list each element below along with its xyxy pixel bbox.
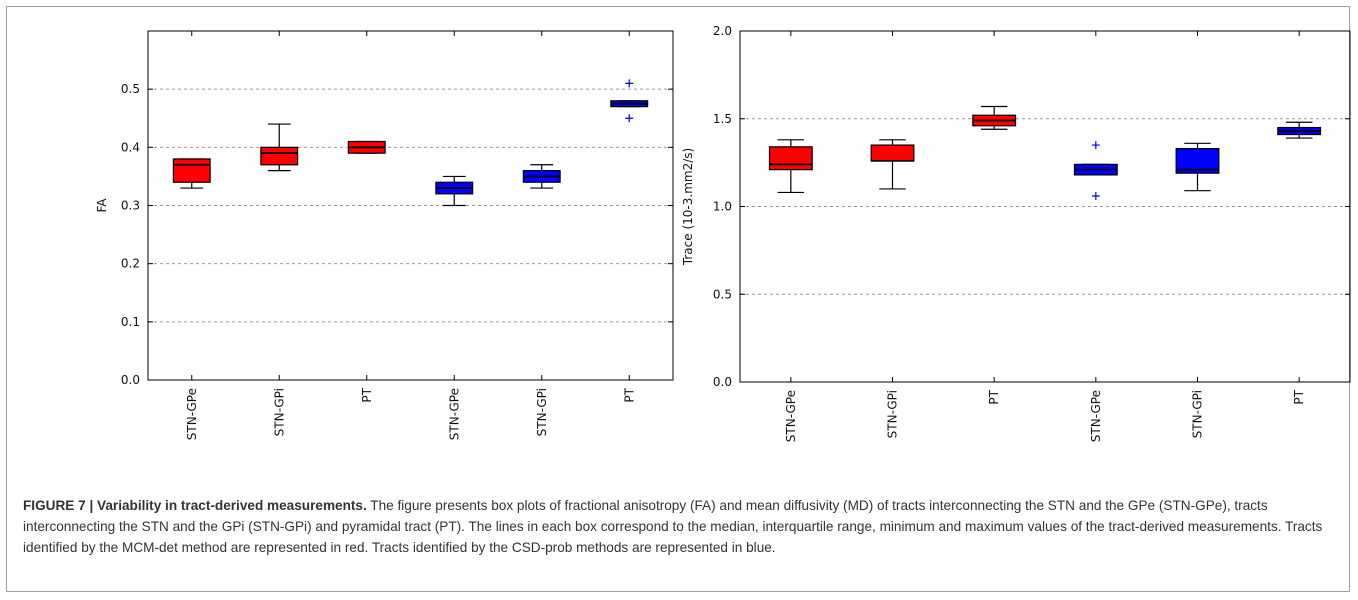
box-iqr (768, 146, 813, 171)
trace-box-4 (1073, 141, 1118, 200)
fa-xtick-label: STN-GPe (447, 388, 461, 440)
fa-xtick-label: STN-GPe (185, 388, 199, 440)
fa-xtick-label: PT (622, 387, 636, 402)
outlier-marker (625, 114, 634, 123)
figure-frame (6, 6, 1350, 592)
fa-ytick-label: 0.1 (121, 315, 140, 329)
fa-box-6 (610, 79, 649, 123)
fa-ylabel: FA (95, 198, 109, 213)
trace-boxplot-chart: 0.0 0.5 1.0 1.5 2.0 STN-GPe STN-GPi PT STN-GPe ST… (681, 24, 1351, 442)
trace-xtick-label: PT (987, 389, 1001, 404)
fa-xtick-label: PT (360, 387, 374, 402)
box-iqr (870, 144, 915, 162)
trace-ytick-label: 0.0 (713, 375, 732, 389)
trace-box-5 (1175, 142, 1220, 192)
outlier-marker (625, 79, 634, 88)
fa-xtick-label: STN-GPi (535, 388, 549, 436)
fa-boxplot-chart: 0.0 0.1 0.2 0.3 0.4 0.5 STN-GPe STN-GPi PT STN-GP… (95, 30, 674, 440)
fa-ytick-label: 0.5 (121, 82, 140, 96)
fa-ytick-label: 0.4 (121, 140, 140, 154)
fa-box-5 (522, 164, 561, 189)
fa-ytick-label: 0.3 (121, 199, 140, 213)
trace-ytick-label: 0.5 (713, 287, 732, 301)
trace-box-6 (1277, 121, 1322, 139)
trace-xtick-label: STN-GPi (886, 390, 900, 438)
fa-box-2 (260, 123, 299, 172)
trace-xtick-label: STN-GPe (784, 390, 798, 442)
trace-xtick-label: STN-GPi (1191, 390, 1205, 438)
trace-ytick-label: 2.0 (713, 24, 732, 38)
trace-box-1 (768, 139, 813, 194)
outlier-marker (1091, 191, 1100, 200)
fa-box-1 (172, 158, 211, 189)
outlier-marker (1091, 141, 1100, 150)
trace-ytick-label: 1.5 (713, 112, 732, 126)
trace-box-2 (870, 139, 915, 190)
fa-box-4 (435, 175, 474, 207)
fa-ytick-label: 0.0 (121, 373, 140, 387)
figure-label: FIGURE 7 | Variability in tract-derived … (23, 498, 367, 513)
fa-box-3 (347, 140, 386, 154)
caption-text: The figure presents box plots of fractio… (23, 498, 1323, 555)
trace-ytick-label: 1.0 (713, 200, 732, 214)
fa-xtick-label: STN-GPi (272, 388, 286, 436)
box-iqr (172, 158, 211, 183)
trace-box-3 (972, 105, 1017, 130)
trace-ylabel: Trace (10-3.mm2/s) (681, 148, 695, 266)
box-iqr (260, 146, 299, 166)
trace-xtick-label: PT (1292, 389, 1306, 404)
fa-ytick-label: 0.2 (121, 257, 140, 271)
figure-caption: FIGURE 7 | Variability in tract-derived … (23, 495, 1338, 558)
trace-xtick-label: STN-GPe (1089, 390, 1103, 442)
